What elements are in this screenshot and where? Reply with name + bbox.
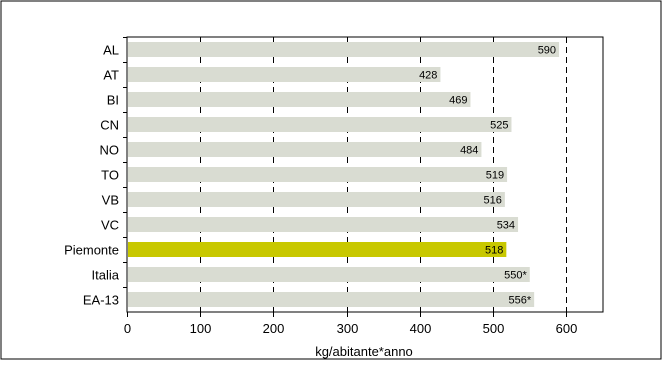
value-label-piemonte: 518 — [485, 245, 503, 257]
x-tick-label-400: 400 — [410, 321, 432, 336]
bar-vb — [128, 192, 505, 207]
category-label-vc: VC — [101, 218, 119, 233]
value-label-ea-13: 556* — [509, 295, 532, 307]
axis-layer: 0 100 200 300 400 500 600 — [123, 37, 578, 336]
value-label-no: 484 — [460, 145, 478, 157]
bar-vc — [128, 217, 519, 232]
category-label-to: TO — [101, 168, 119, 183]
value-label-vc: 534 — [497, 220, 515, 232]
value-label-italia: 550* — [504, 270, 527, 282]
value-label-bi: 469 — [449, 95, 467, 107]
value-label-to: 519 — [486, 170, 504, 182]
x-tick-label-600: 600 — [556, 321, 578, 336]
label-layer: AL 590 AT 428 BI 469 CN 525 NO 484 TO 519 VB 516 VC 534… — [64, 43, 556, 308]
category-label-cn: CN — [100, 118, 119, 133]
bar-ea-13 — [128, 292, 535, 307]
value-label-cn: 525 — [490, 120, 508, 132]
plot-area — [126, 36, 604, 313]
bar-layer — [128, 42, 560, 307]
bar-italia — [128, 267, 530, 282]
value-label-at: 428 — [419, 70, 437, 82]
x-axis-title: kg/abitante*anno — [315, 344, 413, 359]
category-label-vb: VB — [102, 193, 119, 208]
x-tick-label-200: 200 — [263, 321, 285, 336]
bar-no — [128, 142, 482, 157]
category-label-at: AT — [103, 68, 119, 83]
bar-cn — [128, 117, 512, 132]
category-label-ea-13: EA-13 — [83, 293, 119, 308]
category-label-no: NO — [100, 143, 120, 158]
category-label-bi: BI — [107, 93, 119, 108]
grid-layer — [126, 36, 604, 313]
category-label-al: AL — [103, 43, 119, 58]
bar-bi — [128, 92, 471, 107]
bar-piemonte — [128, 242, 507, 257]
bar-to — [128, 167, 508, 182]
category-label-italia: Italia — [92, 268, 120, 283]
value-label-vb: 516 — [484, 195, 502, 207]
x-tick-label-500: 500 — [483, 321, 505, 336]
bar-at — [128, 67, 441, 82]
value-label-al: 590 — [538, 45, 556, 57]
bar-al — [128, 42, 560, 57]
x-tick-label-300: 300 — [337, 321, 359, 336]
x-tick-label-100: 100 — [190, 321, 212, 336]
category-label-piemonte: Piemonte — [64, 243, 119, 258]
x-tick-label-0: 0 — [124, 321, 131, 336]
